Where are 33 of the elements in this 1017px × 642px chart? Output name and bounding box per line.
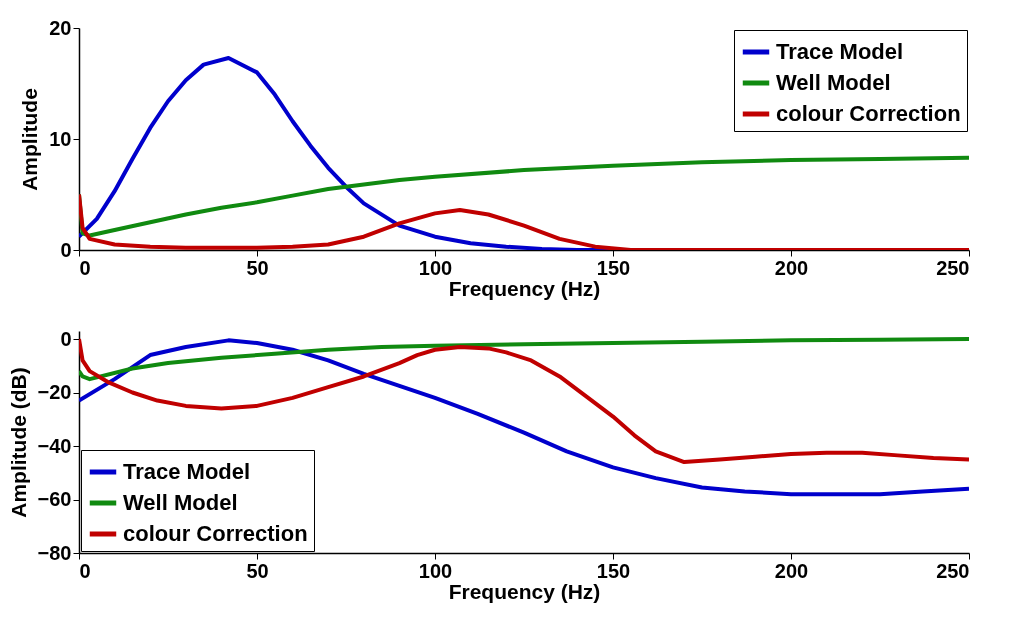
y-axis-title: Amplitude (dB) [6, 367, 30, 518]
line-series [79, 337, 969, 382]
x-tick-label: 0 [79, 559, 91, 582]
legend-label: Trace Model [123, 459, 251, 484]
y-tick-label: −20 [37, 381, 72, 404]
x-tick-label: 100 [418, 559, 453, 582]
legend-label: Trace Model [776, 39, 904, 64]
legend-label: colour Correction [776, 101, 961, 126]
x-tick-label: 0 [79, 256, 91, 279]
legend-label: Well Model [776, 70, 891, 95]
y-axis-title: Amplitude [18, 88, 42, 191]
x-tick-label: 50 [246, 256, 269, 279]
x-tick-label: 200 [774, 559, 809, 582]
legend-label: colour Correction [123, 521, 308, 546]
y-tick-label: −40 [37, 434, 72, 457]
x-tick-label: 250 [936, 559, 970, 582]
x-axis-title: Frequency (Hz) [448, 276, 601, 300]
y-tick-label: 0 [60, 327, 72, 350]
y-tick-label: −60 [37, 488, 72, 511]
y-tick-label: 20 [49, 16, 72, 39]
x-axis-title: Frequency (Hz) [448, 579, 601, 603]
line-series [79, 337, 969, 465]
x-tick-label: 50 [246, 559, 269, 582]
x-tick-label: 150 [596, 256, 631, 279]
legend-label: Well Model [123, 490, 238, 515]
y-tick-label: 10 [49, 127, 72, 150]
x-tick-label: 200 [774, 256, 809, 279]
x-tick-label: 100 [418, 256, 453, 279]
line-series [79, 155, 969, 238]
y-tick-label: 0 [60, 238, 72, 261]
x-tick-label: 150 [596, 559, 631, 582]
y-tick-label: −80 [37, 541, 72, 564]
x-tick-label: 250 [936, 256, 970, 279]
